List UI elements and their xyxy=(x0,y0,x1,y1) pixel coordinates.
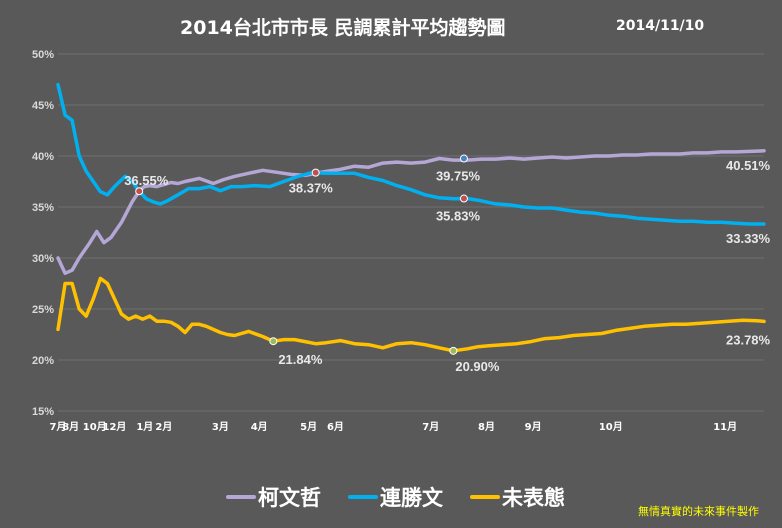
y-tick-label: 50% xyxy=(32,49,54,61)
data-point-marker xyxy=(449,346,458,355)
chart-title: 2014台北市市長 民調累計平均趨勢圖 xyxy=(180,16,506,39)
x-tick-label: 1月 xyxy=(136,421,153,433)
legend-label-柯文哲: 柯文哲 xyxy=(258,486,321,510)
legend: 柯文哲 連勝文 未表態 xyxy=(226,486,565,510)
chart-date: 2014/11/10 xyxy=(616,18,704,34)
data-label: 21.84% xyxy=(278,352,323,367)
data-point-marker xyxy=(311,168,320,177)
y-tick-label: 15% xyxy=(32,406,54,418)
x-tick-label: 11月 xyxy=(713,421,737,433)
data-label: 33.33% xyxy=(726,231,771,246)
y-tick-label: 40% xyxy=(32,151,54,163)
x-tick-label: 2月 xyxy=(155,421,172,433)
data-label: 36.55% xyxy=(124,173,169,188)
series-line-柯文哲 xyxy=(56,149,766,276)
legend-label-連勝文: 連勝文 xyxy=(380,486,444,510)
x-tick-label: 5月 xyxy=(300,421,317,433)
x-tick-label: 9月 xyxy=(525,421,542,433)
y-tick-label: 30% xyxy=(32,253,54,265)
legend-label-未表態: 未表態 xyxy=(502,486,565,510)
data-label: 35.83% xyxy=(436,209,481,224)
x-tick-label: 7月 xyxy=(422,421,439,433)
series-lines xyxy=(56,82,766,353)
x-tick-label: 8月 xyxy=(478,421,495,433)
data-point-marker xyxy=(459,194,468,203)
y-axis: 15% 20% 25% 30% 35% 40% 45% 50% xyxy=(32,49,54,418)
data-label: 23.78% xyxy=(726,332,771,347)
y-tick-label: 35% xyxy=(32,202,54,214)
x-tick-label: 12月 xyxy=(103,421,127,433)
data-label: 38.37% xyxy=(289,181,334,196)
data-label: 40.51% xyxy=(726,158,771,173)
y-tick-label: 25% xyxy=(32,304,54,316)
data-labels: 36.55% 38.37% 39.75% 35.83% 40.51% 33.33% 21.8… xyxy=(124,154,771,374)
data-label: 39.75% xyxy=(436,169,481,184)
y-tick-label: 20% xyxy=(32,355,54,367)
credit-text: 無情真實的未來事件製作 xyxy=(638,504,759,518)
x-tick-label: 10月 xyxy=(83,421,107,433)
x-tick-label: 4月 xyxy=(251,421,268,433)
data-point-marker xyxy=(135,187,144,196)
x-tick-label: 10月 xyxy=(599,421,623,433)
data-point-marker xyxy=(269,337,278,346)
series-line-連勝文 xyxy=(56,82,766,226)
gridlines xyxy=(58,53,764,412)
x-tick-label: 6月 xyxy=(327,421,344,433)
x-tick-label: 3月 xyxy=(212,421,229,433)
series-line-未表態 xyxy=(56,276,766,353)
y-tick-label: 45% xyxy=(32,100,54,112)
x-tick-label: 8月 xyxy=(62,421,79,433)
data-label: 20.90% xyxy=(455,359,500,374)
x-tick-label: 7月 xyxy=(50,421,67,433)
data-point-marker xyxy=(459,154,468,163)
